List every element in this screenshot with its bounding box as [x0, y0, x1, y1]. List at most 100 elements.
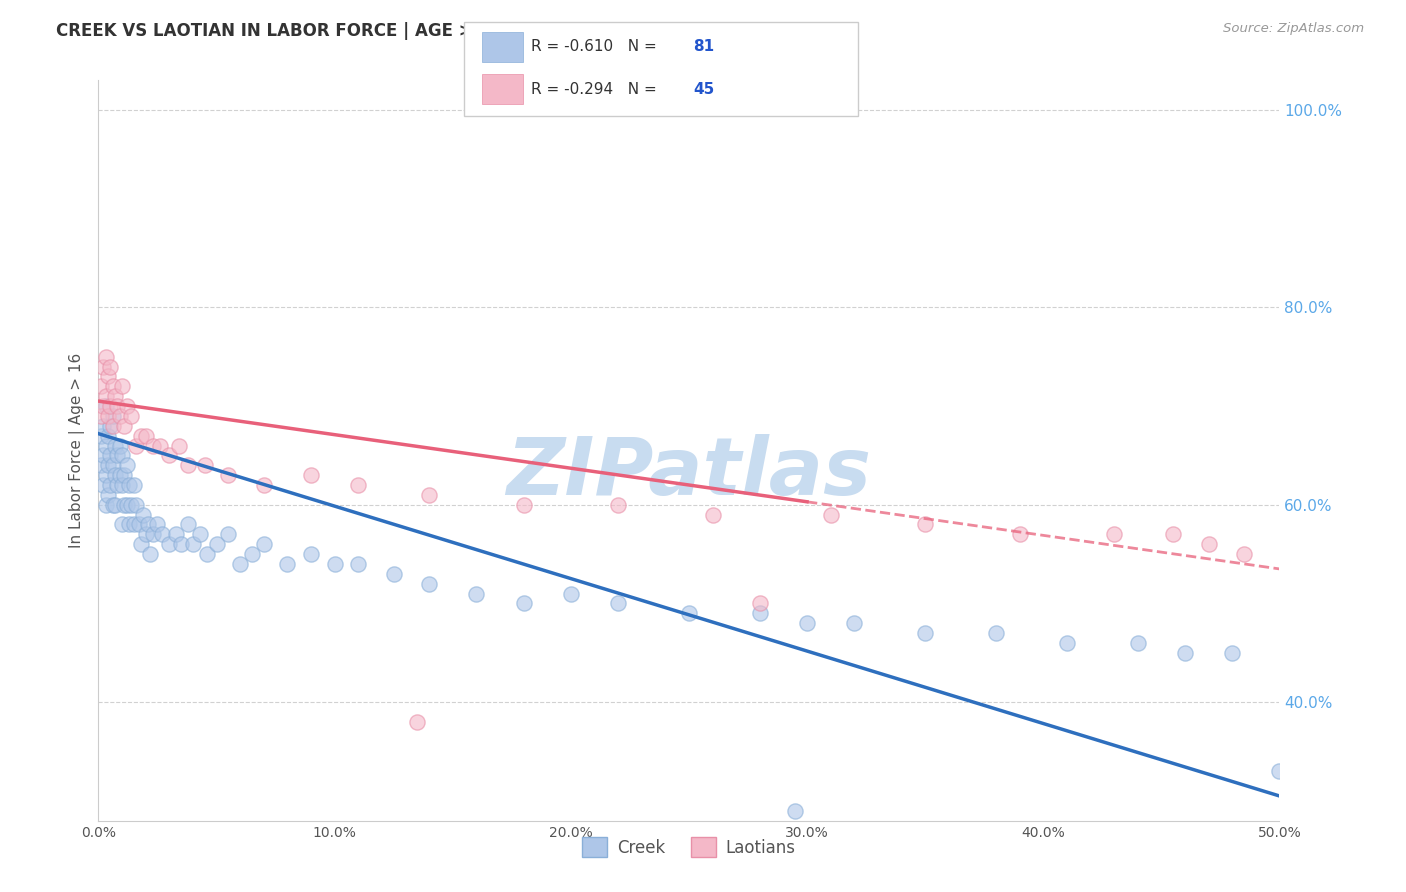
Point: [1268, 764, 1291, 779]
Legend: Creek, Laotians: Creek, Laotians: [575, 830, 803, 864]
Point: [97, 488, 120, 502]
Point: [115, 458, 138, 473]
Point: [205, 537, 228, 551]
Point: [98, 449, 121, 463]
Point: [128, 517, 150, 532]
Point: [104, 438, 127, 452]
Point: [188, 527, 211, 541]
Point: [112, 498, 135, 512]
Point: [90, 409, 112, 423]
Point: [1174, 646, 1197, 660]
Point: [125, 438, 148, 452]
Point: [94, 350, 117, 364]
Y-axis label: In Labor Force | Age > 16: In Labor Force | Age > 16: [69, 353, 84, 548]
Point: [139, 547, 162, 561]
Point: [101, 379, 124, 393]
Point: [94, 498, 117, 512]
Text: R = -0.294   N =: R = -0.294 N =: [531, 82, 662, 96]
Point: [1198, 537, 1220, 551]
Text: Source: ZipAtlas.com: Source: ZipAtlas.com: [1223, 22, 1364, 36]
Point: [94, 399, 117, 413]
Point: [165, 527, 187, 541]
Point: [170, 537, 193, 551]
Point: [785, 804, 807, 818]
Point: [90, 428, 112, 442]
Point: [115, 399, 138, 413]
Point: [112, 468, 135, 483]
Point: [1161, 527, 1184, 541]
Point: [104, 389, 127, 403]
Point: [253, 478, 276, 492]
Point: [97, 428, 120, 442]
Point: [91, 478, 114, 492]
Point: [132, 508, 155, 522]
Point: [299, 547, 322, 561]
Point: [984, 626, 1007, 640]
Point: [167, 438, 190, 452]
Point: [820, 508, 842, 522]
Point: [91, 418, 114, 433]
Point: [98, 399, 121, 413]
Point: [111, 449, 134, 463]
Point: [347, 557, 370, 571]
Point: [135, 428, 157, 442]
Point: [105, 399, 128, 413]
Point: [181, 537, 204, 551]
Point: [118, 478, 141, 492]
Point: [607, 498, 630, 512]
Point: [1008, 527, 1031, 541]
Point: [276, 557, 298, 571]
Point: [104, 468, 127, 483]
Point: [94, 468, 117, 483]
Point: [229, 557, 252, 571]
Point: [97, 369, 120, 384]
Point: [157, 449, 180, 463]
Point: [142, 438, 165, 452]
Point: [101, 418, 124, 433]
Point: [97, 458, 120, 473]
Point: [194, 458, 217, 473]
Point: [105, 478, 128, 492]
Point: [121, 498, 143, 512]
Point: [101, 409, 124, 423]
Point: [382, 566, 405, 581]
Point: [177, 517, 200, 532]
Point: [465, 586, 488, 600]
Point: [91, 449, 114, 463]
Point: [347, 478, 370, 492]
Point: [512, 597, 534, 611]
Point: [91, 359, 114, 374]
Point: [115, 498, 138, 512]
Point: [108, 468, 131, 483]
Point: [1220, 646, 1243, 660]
Point: [157, 537, 180, 551]
Point: [1126, 636, 1149, 650]
Point: [135, 527, 157, 541]
Point: [112, 418, 135, 433]
Point: [702, 508, 724, 522]
Point: [844, 616, 866, 631]
Text: ZIPatlas: ZIPatlas: [506, 434, 872, 512]
Point: [91, 399, 114, 413]
Point: [98, 359, 121, 374]
Point: [607, 597, 630, 611]
Point: [97, 409, 120, 423]
Point: [90, 379, 112, 393]
Point: [406, 714, 429, 729]
Point: [217, 468, 239, 483]
Point: [240, 547, 263, 561]
Point: [748, 607, 770, 621]
Point: [678, 607, 700, 621]
Text: CREEK VS LAOTIAN IN LABOR FORCE | AGE > 16 CORRELATION CHART: CREEK VS LAOTIAN IN LABOR FORCE | AGE > …: [56, 22, 707, 40]
Point: [122, 517, 145, 532]
Point: [1102, 527, 1125, 541]
Point: [796, 616, 818, 631]
Point: [418, 488, 440, 502]
Point: [122, 478, 145, 492]
Point: [108, 438, 131, 452]
Point: [94, 438, 117, 452]
Point: [253, 537, 276, 551]
Point: [111, 379, 134, 393]
Point: [118, 517, 141, 532]
Point: [90, 458, 112, 473]
